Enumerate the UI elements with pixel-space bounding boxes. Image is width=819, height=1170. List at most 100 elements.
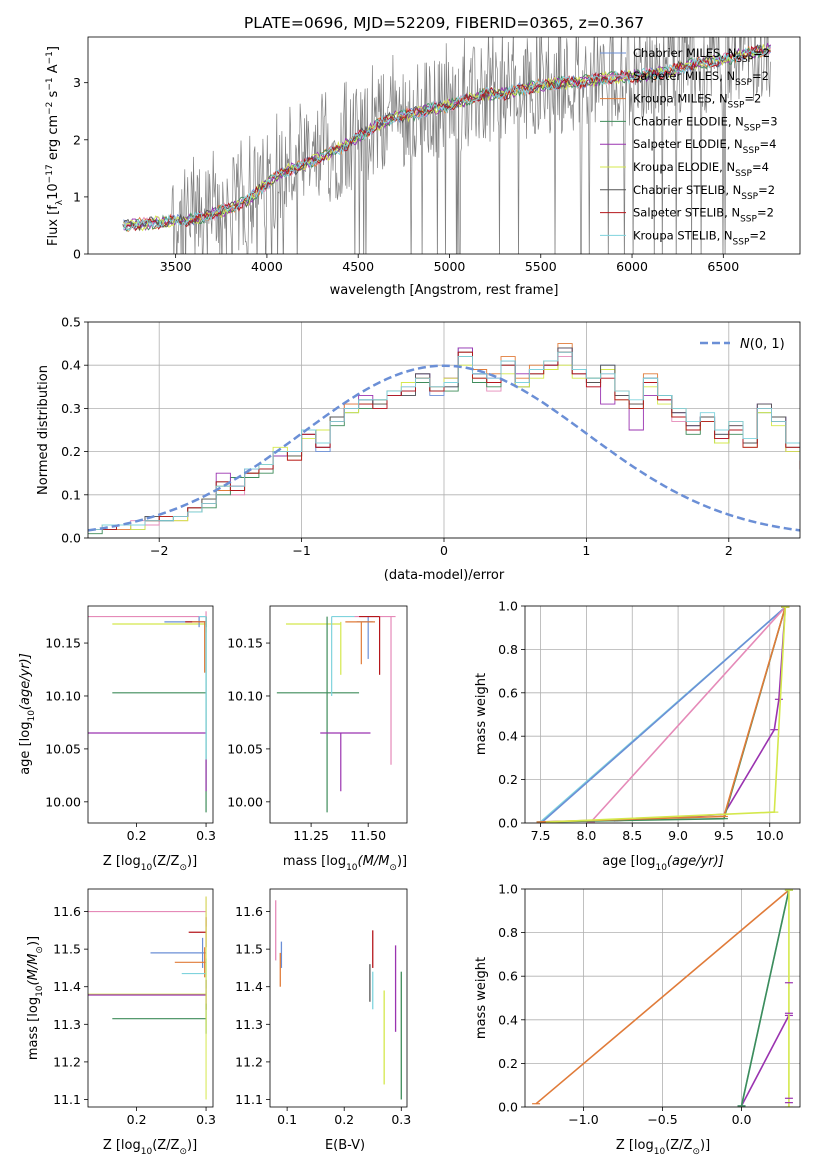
legend-entry: Salpeter STELIB, NSSP=2 <box>633 206 774 225</box>
tick-label-y: 3 <box>73 75 81 90</box>
plot-area <box>88 343 800 535</box>
tick-label-y: 0.5 <box>61 315 81 330</box>
tick-label-x: 1 <box>582 543 590 558</box>
tick-label-x: 8.0 <box>576 828 596 843</box>
tick-label-y: 10.05 <box>45 741 81 756</box>
y-axis-label: age [log10(age/yr)] <box>18 653 37 775</box>
tick-label-y: 2 <box>73 132 81 147</box>
tick-label-x: 8.5 <box>622 828 642 843</box>
label-part: ⊙ <box>179 1147 187 1157</box>
cumulative-chabrier_elodie <box>740 889 790 1107</box>
label-part: SSP <box>733 237 750 247</box>
label-part: Salpeter ELODIE, N <box>633 137 743 151</box>
label-part: (M/M <box>26 954 41 986</box>
label-part: )] <box>700 1138 710 1153</box>
label-part: 10 <box>141 1147 153 1157</box>
x-axis-label: E(B-V) <box>325 1138 365 1153</box>
label-part: 10 <box>35 985 45 997</box>
label-part: −1 <box>45 77 55 90</box>
tick-label-y: 1 <box>73 189 81 204</box>
label-part: =2 <box>749 228 766 242</box>
tick-label-x: −1.0 <box>568 1112 598 1127</box>
tick-label-x: 6500 <box>707 259 739 274</box>
plot-area <box>88 896 207 1100</box>
model-curve-kroupa_elodie <box>123 44 771 232</box>
frame: 11.25 11.50 10.00 10.05 10.10 10.15 mass [log1… <box>227 605 408 873</box>
legend-entry: Kroupa MILES, NSSP=2 <box>633 92 761 111</box>
label-part: λ <box>55 199 65 205</box>
label-part: 10 <box>654 1147 666 1157</box>
plot-area <box>536 606 790 823</box>
label-part: (age/yr)] <box>667 854 724 869</box>
x-axis-label: wavelength [Angstrom, rest frame] <box>330 283 559 298</box>
label-part: (age/yr)] <box>18 653 33 710</box>
label-part: Z [log <box>103 1138 141 1153</box>
label-part: SSP <box>735 169 752 179</box>
label-part: mass [log <box>26 997 41 1060</box>
plot-area <box>122 37 772 254</box>
legend-entry: Kroupa STELIB, NSSP=2 <box>633 228 766 247</box>
legend-entry: Chabrier STELIB, NSSP=2 <box>633 183 775 202</box>
histogram-salpeter_elodie <box>88 347 800 530</box>
frame: 0.2 0.311.111.211.311.411.511.6Z [log10(Z… <box>26 888 216 1157</box>
x-axis-label: (data-model)/error <box>384 568 505 583</box>
y-axis-label: Flux [fλ10−17 erg cm−2 s−1 A−1] <box>45 46 65 246</box>
histogram-salpeter_stelib <box>88 351 800 530</box>
cumulative-chabrier_miles <box>541 606 786 823</box>
tick-label-y: 0.6 <box>498 969 518 984</box>
legend-entry: Chabrier ELODIE, NSSP=3 <box>633 114 778 133</box>
legend-entry: Chabrier MILES, NSSP=2 <box>633 46 770 65</box>
label-part: =4 <box>760 137 777 151</box>
label-part: =2 <box>757 206 774 220</box>
axes-frame <box>87 321 801 539</box>
cumulative-kroupa_miles <box>535 889 790 1105</box>
model-curve-chabrier_elodie <box>123 44 771 232</box>
cumulative-salpeter_elodie <box>740 1015 790 1107</box>
tick-label-x: 0 <box>440 543 448 558</box>
tick-label-y: 11.3 <box>53 1017 81 1032</box>
tick-label-y: 0.0 <box>498 816 518 831</box>
observed-spectrum <box>122 37 771 254</box>
label-part: 10 <box>346 863 358 873</box>
tick-label-x: 7.5 <box>531 828 551 843</box>
label-part: −2 <box>45 102 55 115</box>
histogram-kroupa_stelib <box>88 351 800 530</box>
label-part: )] <box>26 936 41 946</box>
label-part: SSP <box>741 192 758 202</box>
label-part: SSP <box>743 146 760 156</box>
axes-frame <box>87 605 214 824</box>
label-part: erg cm <box>46 115 61 164</box>
weight-vs-age-panel: 7.5 8.0 8.5 9.0 9.5 10.0 0.0 0.2 0.4 0.6 0.8 1.0 age… <box>474 599 801 873</box>
mass-vs-ebv-panel: 0.1 0.2 0.3 11.1 11.2 11.3 11.4 11.5 11.6 E(B-V) <box>235 888 411 1153</box>
axes-frame <box>524 888 801 1108</box>
tick-label-x: 0.2 <box>127 1112 147 1127</box>
label-part: Flux [f <box>46 205 61 246</box>
tick-label-y: 0.0 <box>61 531 81 546</box>
label-part: 10 <box>27 710 37 722</box>
x-axis-label: Z [log10(Z/Z⊙)] <box>103 854 197 873</box>
tick-label-y: 10.05 <box>227 741 263 756</box>
y-axis-label: Normed distribution <box>36 365 51 495</box>
tick-label-y: 0.4 <box>498 1012 518 1027</box>
y-axis-label: mass weight <box>474 673 489 755</box>
legend-entry: Salpeter MILES, NSSP=2 <box>633 69 769 88</box>
label-part: Kroupa MILES, N <box>633 92 728 106</box>
label-part: =2 <box>752 69 769 83</box>
tick-label-y: 0.3 <box>61 401 81 416</box>
label-part: (Z/Z <box>152 1138 179 1153</box>
label-part: age [log <box>18 722 33 775</box>
tick-label-x: 9.5 <box>714 828 734 843</box>
axes-frame <box>87 888 214 1108</box>
label-part: Kroupa ELODIE, N <box>633 160 735 174</box>
model-curve-kroupa_stelib <box>123 46 771 231</box>
axes-frame <box>524 605 801 824</box>
tick-label-x: −2 <box>150 543 168 558</box>
tick-label-x: 0.1 <box>277 1112 297 1127</box>
plot-area <box>276 615 396 813</box>
label-part: Z [log <box>103 854 141 869</box>
tick-label-x: 0.0 <box>732 1112 752 1127</box>
tick-label-y: 0.2 <box>498 1056 518 1071</box>
x-axis-label: Z [log10(Z/Z⊙)] <box>616 1138 710 1157</box>
